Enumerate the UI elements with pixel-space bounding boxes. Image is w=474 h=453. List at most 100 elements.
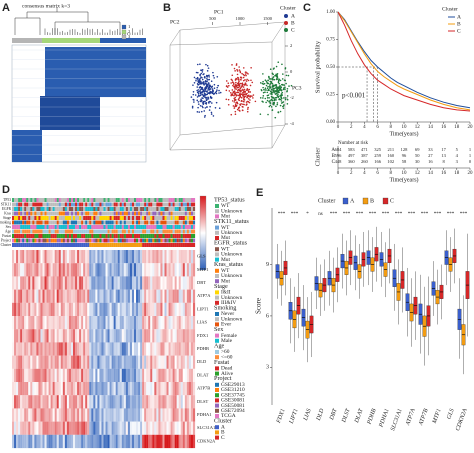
annotation-cell [125,198,128,202]
heatmap-cell [170,329,173,343]
heatmap-cell [42,289,45,303]
annotation-cell [68,211,72,216]
heatmap-cell [162,289,165,303]
point [281,94,284,96]
heatmap-cell [42,368,45,383]
annotation-cell [111,229,114,234]
heatmap-cell [14,382,17,396]
heatmap-cell [170,382,173,396]
heatmap-cell [89,408,92,422]
heatmap-cell [38,395,41,409]
heatmap-cell [121,316,124,330]
heatmap-cell [42,302,45,317]
heatmap-cell [34,368,37,383]
heatmap-cell [105,329,108,343]
annotation-cell [107,234,110,238]
annotation-cell [131,220,135,225]
heatmap-cell [162,302,165,317]
point [215,92,218,95]
legend-swatch [215,371,219,376]
annotation-cell [50,216,53,220]
heatmap-cell [54,421,57,435]
annotation-cell [30,211,33,216]
annotation-cell [60,211,63,216]
heatmap-cell [79,263,82,277]
annotation-cell [121,225,124,229]
annotation-cell [81,243,84,247]
heatmap-cell [32,316,35,330]
heatmap-cell [182,289,185,303]
annotation-cell [68,220,72,225]
annotation-cell [77,234,80,238]
x-tick-label: DLAT [354,407,365,424]
annotation-cell [190,225,194,229]
annotation-cell [12,234,15,238]
point [262,91,265,94]
annotation-cell [24,229,27,234]
heatmap-cell [32,421,35,435]
heatmap-cell [91,329,94,343]
annotation-cell [154,229,157,234]
heatmap-cell [56,382,59,396]
heatmap-cell [24,342,27,356]
y-tick-label: 0.75 [326,38,335,43]
annotation-cell [170,229,173,234]
heatmap-cell [97,316,100,330]
heatmap-cell [162,250,165,264]
heatmap-cell [131,421,135,435]
annotation-cell [99,207,102,211]
heatmap-cell [20,421,23,435]
point [233,94,235,97]
heatmap-cell [103,382,106,396]
annotation-cell [168,225,171,229]
heatmap-cell [22,342,25,356]
heatmap-cell [75,263,78,277]
annotation-cell [160,211,163,216]
annotation-cell [54,225,57,229]
annotation-cell [36,225,39,229]
heatmap-cell [32,250,35,264]
heatmap-cell [30,289,33,303]
annotation-cell [129,234,133,238]
annotation-cell [105,243,108,247]
annotation-cell [136,238,139,243]
x-tick-label: 18 [454,171,460,176]
annotation-cell [36,229,39,234]
heatmap-cell [93,250,96,264]
point [280,89,283,91]
annotation-cell [85,229,88,234]
point [238,83,240,86]
annotation-cell [115,220,118,225]
heatmap-cell [66,263,70,277]
annotation-cell [34,207,37,211]
annotation-cell [127,198,131,202]
risk-count: 166 [374,159,382,164]
point [280,100,283,102]
annotation-cell [117,225,120,229]
heatmap-cell [36,329,39,343]
heatmap-cell [97,408,100,422]
point [265,84,268,87]
annotation-cell [89,243,92,247]
point [271,99,274,102]
annotation-cell [164,229,167,234]
heatmap-cell [109,342,112,356]
annotation-cell [77,229,80,234]
annotation-cell [180,211,183,216]
heatmap-cell [109,382,112,396]
annotation-cell [101,202,104,207]
point [225,98,228,101]
heatmap-cell [93,408,96,422]
heatmap-cell [119,250,122,264]
heatmap-cell [28,289,31,303]
heatmap-cell [174,421,177,435]
heatmap-cell [113,395,116,409]
heatmap-cell [30,395,33,409]
annotation-cell [26,243,29,247]
annotation-cell [156,216,159,220]
heatmap-cell [127,302,131,317]
heatmap-cell [32,408,35,422]
point [270,91,273,93]
heatmap-cell [160,263,163,277]
heatmap-cell [121,302,124,317]
